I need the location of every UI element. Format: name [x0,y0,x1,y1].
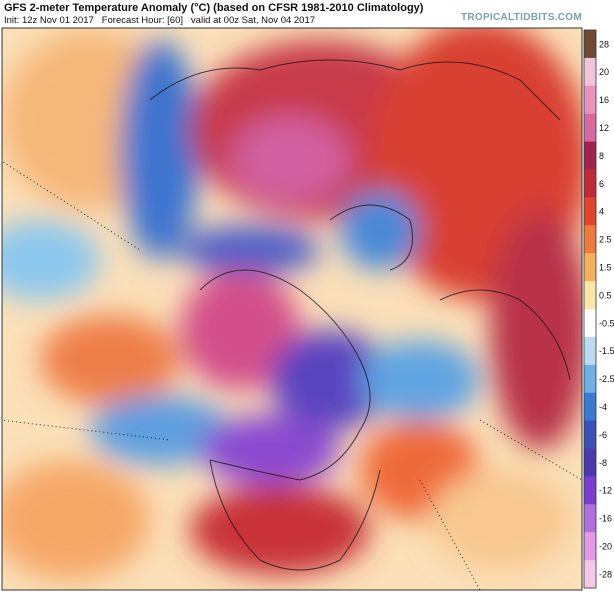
colorbar-swatch [584,364,596,394]
colorbar-frame [583,29,597,589]
colorbar-label: 2.5 [599,235,612,245]
colorbar-label: -8 [599,458,607,468]
map [2,28,582,590]
colorbar-swatch [584,392,596,422]
colorbar-swatch [584,85,596,115]
title: GFS 2-meter Temperature Anomaly (°C) (ba… [4,2,424,14]
watermark: TROPICALTIDBITS.COM [460,12,582,23]
colorbar-swatch [584,57,596,87]
colorbar-swatch [584,504,596,533]
colorbar-swatch [584,476,596,505]
colorbar-swatch [584,448,596,477]
colorbar-swatch [584,30,596,59]
colorbar-label: -4 [599,402,607,412]
colorbar-label: 8 [599,151,604,161]
colorbar-swatch [584,225,596,254]
colorbar-label: 12 [599,123,609,133]
colorbar-swatch [584,141,596,170]
colorbar-label: 28 [599,39,609,49]
colorbar-label: -0.5 [599,318,614,328]
colorbar-label: -12 [599,486,612,496]
colorbar-label: -20 [599,542,612,552]
colorbar-label: -16 [599,514,612,524]
colorbar-label: 6 [599,179,604,189]
colorbar-swatch [584,560,596,589]
colorbar-swatch [584,309,596,338]
colorbar-label: -6 [599,430,607,440]
colorbar-swatch [584,197,596,226]
colorbar-swatch [584,281,596,310]
info: Init: 12z Nov 01 2017 Forecast Hour: [60… [4,15,316,26]
colorbar-label: -2.5 [599,374,614,384]
colorbar-label: 16 [599,95,609,105]
colorbar-label: 1.5 [599,263,612,273]
colorbar-label: -28 [599,569,612,579]
colorbar-label: 20 [599,67,609,77]
colorbar-label: 0.5 [599,290,612,300]
colorbar-swatch [584,336,596,366]
colorbar-swatch [584,532,596,561]
colorbar-swatch [584,253,596,282]
colorbar-label: -1.5 [599,346,614,356]
colorbar-swatch [584,420,596,449]
colorbar-label: 4 [599,207,604,217]
colorbar-swatch [584,113,596,143]
colorbar-swatch [584,169,596,198]
map-frame [1,27,583,591]
colorbar: 28 20 16 12 8 6 4 2.5 1.5 0.5 -0.5 -1.5 -2.5 -4 -6 -8 -1… [583,29,614,589]
